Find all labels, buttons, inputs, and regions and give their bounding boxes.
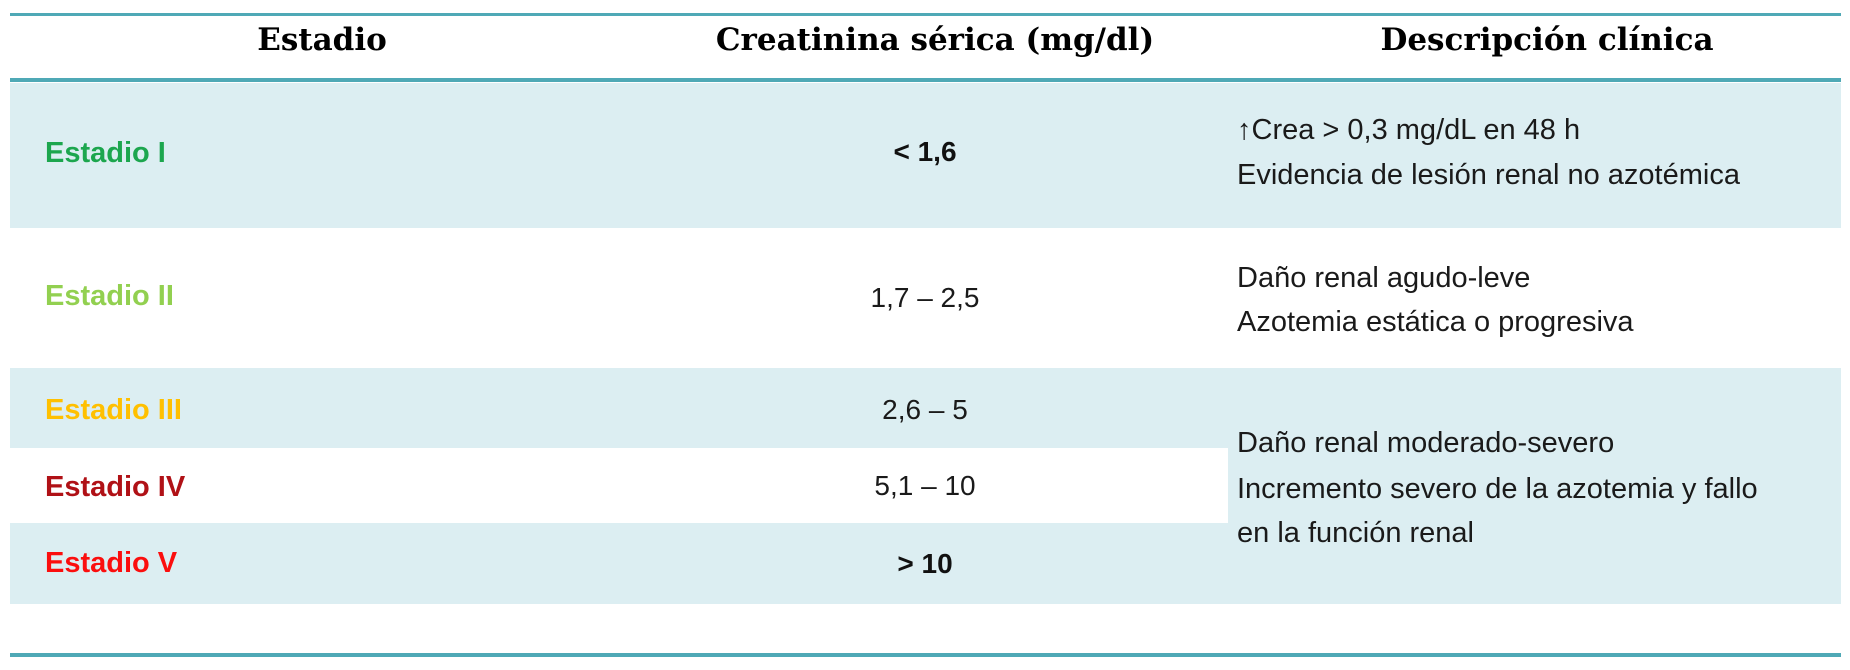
row-1-shaded-band	[10, 83, 1841, 228]
description-merged-line-3: en la función renal	[1237, 517, 1474, 549]
stage-label-estadio-ii: Estadio II	[45, 280, 174, 312]
top-rule	[10, 13, 1841, 16]
stage-label-estadio-iii: Estadio III	[45, 394, 182, 426]
column-header-creatinina: Creatinina sérica (mg/dl)	[715, 22, 1155, 58]
header-bottom-rule	[10, 78, 1841, 82]
creatinine-value-row-4: 5,1 – 10	[874, 470, 976, 501]
row-4-white-band	[10, 448, 1228, 523]
column-header-descripcion: Descripción clínica	[1380, 22, 1714, 58]
creatinine-value-row-1: < 1,6	[893, 136, 957, 167]
creatinine-value-row-5: > 10	[897, 548, 953, 579]
description-row-1-line-1: ↑Crea > 0,3 mg/dL en 48 h	[1237, 114, 1581, 146]
description-row-2-line-2: Azotemia estática o progresiva	[1237, 306, 1634, 338]
stage-label-estadio-iv: Estadio IV	[45, 471, 186, 503]
description-row-1-line-2: Evidencia de lesión renal no azotémica	[1237, 159, 1740, 191]
creatinine-value-row-3: 2,6 – 5	[882, 394, 968, 425]
column-header-estadio: Estadio	[257, 22, 387, 58]
description-row-2-line-1: Daño renal agudo-leve	[1237, 262, 1531, 294]
bottom-rule	[10, 653, 1841, 657]
creatinine-value-row-2: 1,7 – 2,5	[870, 282, 980, 313]
stage-label-estadio-v: Estadio V	[45, 547, 178, 579]
description-merged-line-2: Incremento severo de la azotemia y fallo	[1237, 473, 1758, 505]
description-merged-line-1: Daño renal moderado-severo	[1237, 427, 1615, 459]
stage-label-estadio-i: Estadio I	[45, 137, 166, 169]
